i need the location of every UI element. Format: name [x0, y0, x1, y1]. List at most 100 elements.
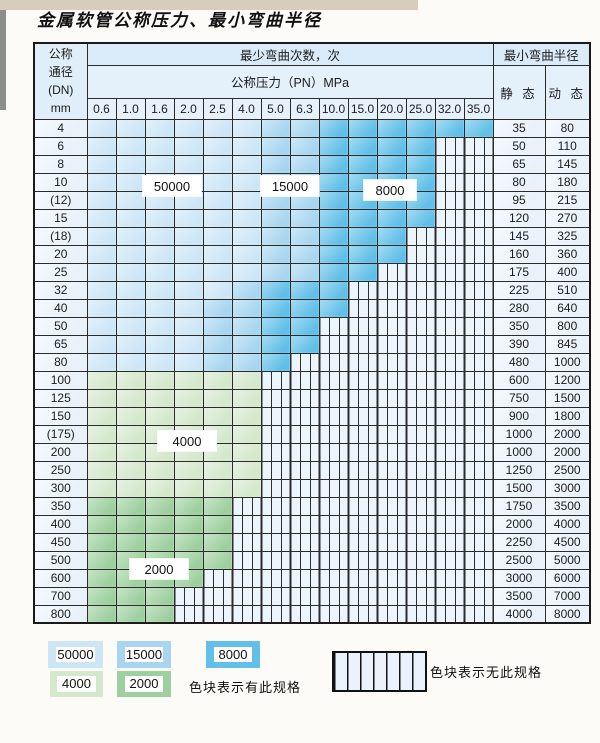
- spec-table: 公称 通径 (DN) mm 最少弯曲次数，次 最小弯曲半径 公称压力（PN）MP…: [33, 42, 591, 624]
- no-spec-cell: [376, 352, 407, 372]
- static-value-cell: 2250: [492, 532, 546, 552]
- table-row: 15 120 270: [33, 208, 591, 228]
- no-spec-cell: [434, 514, 465, 534]
- table-row: (12) 95 215: [33, 190, 591, 210]
- spec-cell-g2: [202, 550, 233, 570]
- no-spec-cell: [347, 532, 378, 552]
- table-row: 200 1000 2000: [33, 442, 591, 462]
- no-spec-cell: [318, 496, 349, 516]
- no-spec-cell: [463, 460, 494, 480]
- spec-cell-g1: [202, 478, 233, 498]
- no-spec-cell: [405, 460, 436, 480]
- no-spec-cell: [347, 496, 378, 516]
- spec-cell-b1: [86, 280, 117, 300]
- spec-cell-b1: [231, 190, 262, 210]
- legend-value: 4000: [57, 676, 96, 692]
- dn-cell: 10: [33, 172, 88, 192]
- spec-cell-b1: [173, 316, 204, 336]
- legend-swatch-4000: 4000: [50, 671, 103, 697]
- spec-cell-b1: [173, 352, 204, 372]
- static-column-header: 静 态: [492, 64, 546, 120]
- table-row: 500 2500 5000: [33, 550, 591, 570]
- spec-cell-g2: [86, 586, 117, 606]
- dynamic-value-cell: 3500: [544, 496, 591, 516]
- spec-cell-b3: [260, 316, 291, 336]
- spec-cell-b2: [289, 154, 320, 174]
- no-spec-cell: [289, 424, 320, 444]
- no-spec-cell: [434, 316, 465, 336]
- no-spec-cell: [463, 514, 494, 534]
- spec-cell-b1: [115, 244, 146, 264]
- dynamic-value-cell: 845: [544, 334, 591, 354]
- no-spec-cell: [434, 154, 465, 174]
- spec-cell-b3: [318, 208, 349, 228]
- static-value-cell: 145: [492, 226, 546, 246]
- no-spec-cell: [434, 604, 465, 624]
- spec-cell-b2: [260, 226, 291, 246]
- static-value-cell: 1000: [492, 424, 546, 444]
- no-spec-cell: [231, 586, 262, 606]
- no-spec-cell: [318, 352, 349, 372]
- spec-cell-g1: [202, 406, 233, 426]
- no-spec-cell: [434, 136, 465, 156]
- no-spec-cell: [289, 532, 320, 552]
- spec-cell-g1: [86, 442, 117, 462]
- spec-cell-b1: [202, 154, 233, 174]
- spec-cell-b1: [115, 226, 146, 246]
- corner-header: 公称 通径 (DN) mm: [33, 42, 88, 120]
- spec-cell-g1: [231, 406, 262, 426]
- static-value-cell: 80: [492, 172, 546, 192]
- static-value-cell: 225: [492, 280, 546, 300]
- pressure-value-header: 32.0: [434, 97, 465, 120]
- spec-cell-g1: [231, 424, 262, 444]
- spec-cell-g1: [231, 478, 262, 498]
- no-spec-cell: [463, 244, 494, 264]
- spec-cell-b1: [231, 208, 262, 228]
- no-spec-cell: [347, 424, 378, 444]
- spec-cell-g1: [173, 388, 204, 408]
- spec-cell-b2: [289, 226, 320, 246]
- spec-cell-b2: [231, 280, 262, 300]
- no-spec-cell: [434, 568, 465, 588]
- no-spec-cell: [434, 208, 465, 228]
- corner-line: mm: [50, 101, 71, 116]
- no-spec-cell: [463, 442, 494, 462]
- no-spec-cell: [289, 568, 320, 588]
- dn-cell: 8: [33, 154, 88, 174]
- spec-cell-b2: [260, 118, 291, 138]
- no-spec-cell: [376, 298, 407, 318]
- spec-cell-b3: [376, 118, 407, 138]
- no-spec-cell: [463, 172, 494, 192]
- dynamic-value-cell: 7000: [544, 586, 591, 606]
- spec-cell-b3: [376, 136, 407, 156]
- legend-no-spec-text: 色块表示无此规格: [430, 665, 543, 680]
- dn-cell: (12): [33, 190, 88, 210]
- spec-cell-g1: [231, 370, 262, 390]
- no-spec-cell: [347, 460, 378, 480]
- spec-cell-g1: [115, 370, 146, 390]
- pressure-value-header: 15.0: [347, 97, 378, 120]
- spec-cell-b1: [202, 226, 233, 246]
- dn-cell: 200: [33, 442, 88, 462]
- pressure-value-header: 4.0: [231, 97, 262, 120]
- no-spec-cell: [289, 550, 320, 570]
- static-value-cell: 120: [492, 208, 546, 228]
- spec-cell-b1: [115, 280, 146, 300]
- no-spec-cell: [434, 226, 465, 246]
- no-spec-cell: [463, 604, 494, 624]
- no-spec-cell: [405, 352, 436, 372]
- spec-cell-b1: [173, 244, 204, 264]
- spec-cell-g1: [231, 442, 262, 462]
- no-spec-cell: [405, 550, 436, 570]
- spec-cell-b2: [289, 262, 320, 282]
- spec-cell-g2: [115, 586, 146, 606]
- static-value-cell: 4000: [492, 604, 546, 624]
- table-row: 400 2000 4000: [33, 514, 591, 534]
- no-spec-cell: [347, 604, 378, 624]
- spec-cell-b3: [318, 190, 349, 210]
- dn-cell: 15: [33, 208, 88, 228]
- no-spec-cell: [434, 352, 465, 372]
- no-spec-cell: [376, 388, 407, 408]
- no-spec-cell: [260, 568, 291, 588]
